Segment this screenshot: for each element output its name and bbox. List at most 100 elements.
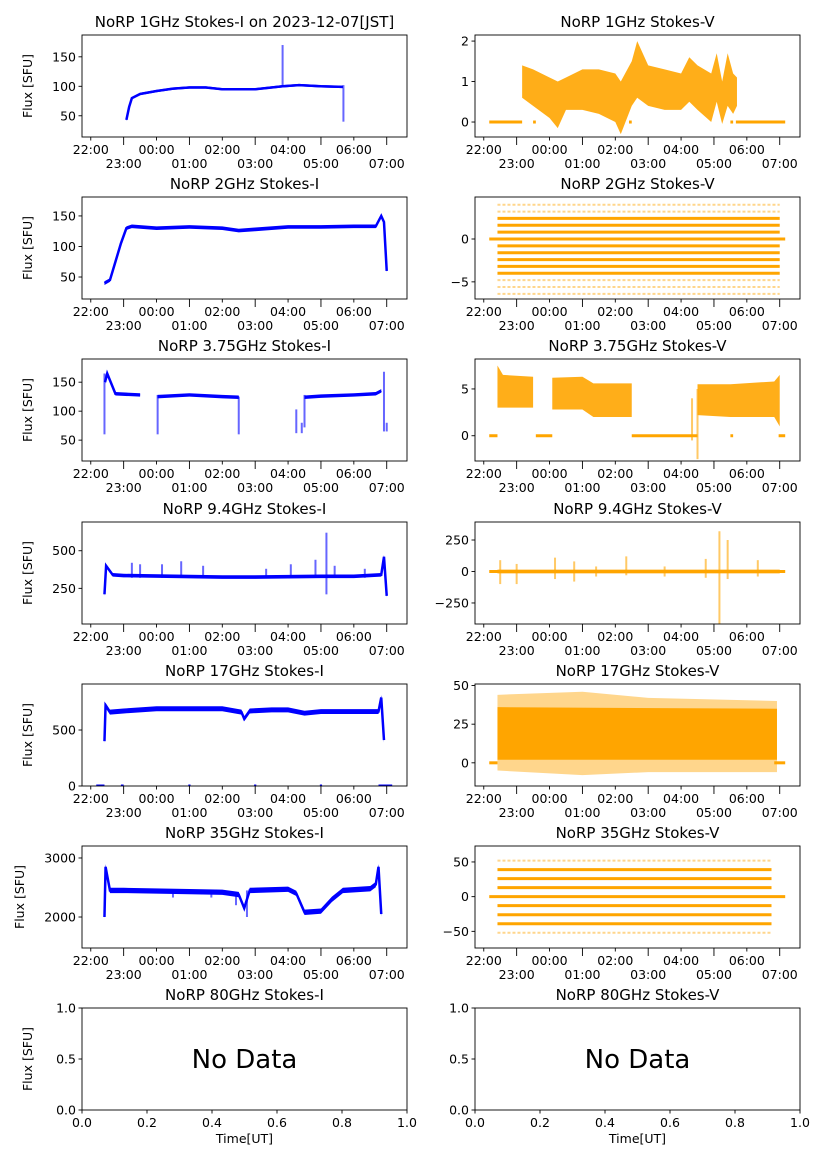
data-series-0: [103, 369, 141, 397]
x-tick-label: 03:00: [237, 318, 273, 333]
x-tick-label: 22:00: [466, 466, 502, 481]
axes-frame: [474, 521, 801, 625]
y-tick-label: −5: [451, 274, 469, 289]
x-tick-label: 0.2: [530, 1115, 550, 1130]
x-tick-label: 05:00: [303, 967, 339, 982]
x-tick-label: 00:00: [139, 466, 175, 481]
x-tick-label: 02:00: [597, 791, 633, 806]
x-tick-label: 22:00: [466, 304, 502, 319]
x-tick-label: 04:00: [270, 629, 306, 644]
subplot-title: NoRP 2GHz Stokes-I: [170, 175, 319, 193]
x-tick-label: 22:00: [466, 142, 502, 157]
x-tick-label: 05:00: [303, 318, 339, 333]
y-tick-label: 50: [60, 270, 76, 285]
x-tick-label: 1.0: [397, 1115, 417, 1130]
x-tick-label: 07:00: [762, 318, 798, 333]
y-tick-label: 500: [52, 723, 76, 738]
y-tick-label: 0: [461, 115, 469, 130]
x-tick-label: 04:00: [270, 466, 306, 481]
y-tick-label: 2000: [44, 910, 76, 925]
x-tick-label: 23:00: [499, 967, 535, 982]
axes-frame: [81, 521, 408, 625]
subplot-10: NoRP 35GHz Stokes-I 2000 3000 22:0023:0000:…: [12, 824, 408, 982]
x-tick-label: 22:00: [73, 953, 109, 968]
x-tick-label: 23:00: [106, 643, 142, 658]
y-tick-label: 1: [461, 74, 469, 89]
x-tick-label: 05:00: [696, 643, 732, 658]
subplot-title: NoRP 35GHz Stokes-V: [556, 824, 721, 842]
x-tick-label: 0.4: [595, 1115, 615, 1130]
x-tick-label: 0.4: [202, 1115, 222, 1130]
x-tick-label: 02:00: [204, 791, 240, 806]
x-tick-label: 02:00: [204, 304, 240, 319]
x-tick-label: 00:00: [139, 791, 175, 806]
y-tick-label: 500: [52, 543, 76, 558]
subplot-5: NoRP 3.75GHz Stokes-V 0 5 22:0023:0000:0001…: [461, 337, 801, 495]
no-data-label: No Data: [192, 1045, 298, 1075]
x-tick-label: 04:00: [270, 953, 306, 968]
x-tick-label: 23:00: [499, 318, 535, 333]
data-series-0: [103, 213, 388, 285]
x-tick-label: 23:00: [499, 643, 535, 658]
x-tick-label: 03:00: [237, 156, 273, 171]
subplot-11: NoRP 35GHz Stokes-V −50 0 50 22:0023:0000:00…: [443, 824, 801, 982]
y-tick-label: 1.0: [449, 1001, 469, 1016]
y-tick-label: 3000: [44, 850, 76, 865]
y-tick-label: 100: [52, 404, 76, 419]
x-tick-label: 22:00: [73, 142, 109, 157]
y-tick-label: 1.0: [56, 1001, 76, 1016]
x-tick-label: 07:00: [762, 805, 798, 820]
subplot-2: NoRP 2GHz Stokes-I 50 100 150 22:0023:0000:0…: [20, 175, 408, 333]
subplot-6: NoRP 9.4GHz Stokes-I 250 500 22:0023:0000:0…: [20, 500, 408, 658]
axes-frame: [81, 683, 408, 787]
x-tick-label: 06:00: [336, 304, 372, 319]
y-tick-label: 5: [461, 381, 469, 396]
x-tick-label: 22:00: [466, 629, 502, 644]
y-tick-label: 50: [60, 433, 76, 448]
x-tick-label: 01:00: [171, 156, 207, 171]
x-tick-label: 06:00: [336, 466, 372, 481]
x-tick-label: 06:00: [729, 791, 765, 806]
x-tick-label: 02:00: [597, 142, 633, 157]
y-tick-label: 50: [453, 854, 469, 869]
x-tick-label: 05:00: [696, 480, 732, 495]
x-tick-label: 04:00: [663, 953, 699, 968]
x-tick-label: 07:00: [762, 967, 798, 982]
y-tick-label: 0: [461, 564, 469, 579]
x-tick-label: 23:00: [106, 480, 142, 495]
x-tick-label: 01:00: [171, 643, 207, 658]
subplot-title: NoRP 17GHz Stokes-I: [165, 662, 324, 680]
x-tick-label: 02:00: [597, 953, 633, 968]
x-tick-label: 05:00: [303, 643, 339, 658]
data-series-0: [103, 866, 383, 918]
data-series-2: [304, 389, 382, 399]
x-tick-label: 03:00: [237, 967, 273, 982]
plot-area: [103, 864, 383, 920]
plot-area: [489, 41, 786, 135]
x-tick-label: 01:00: [171, 967, 207, 982]
subplot-title: NoRP 1GHz Stokes-I on 2023-12-07[JST]: [95, 13, 395, 31]
x-tick-label: 07:00: [762, 480, 798, 495]
x-tick-label: 01:00: [564, 805, 600, 820]
axes-frame: [474, 34, 801, 138]
x-tick-label: 05:00: [696, 156, 732, 171]
y-tick-label: 150: [52, 375, 76, 390]
x-tick-label: 04:00: [663, 304, 699, 319]
y-tick-label: −250: [435, 595, 469, 610]
x-tick-label: 22:00: [73, 629, 109, 644]
axes-frame: [81, 34, 408, 138]
x-tick-label: 03:00: [630, 967, 666, 982]
x-tick-label: 06:00: [729, 953, 765, 968]
x-tick-label: 07:00: [762, 643, 798, 658]
x-tick-label: 01:00: [564, 643, 600, 658]
data-core-band-0: [497, 707, 777, 760]
y-tick-label: 25: [453, 717, 469, 732]
x-tick-label: 02:00: [597, 466, 633, 481]
subplot-0: NoRP 1GHz Stokes-I on 2023-12-07[JST] 50 1…: [20, 13, 408, 171]
x-tick-label: 07:00: [762, 156, 798, 171]
axes-frame: [474, 683, 801, 787]
plot-area: [489, 859, 786, 934]
x-tick-label: 03:00: [630, 643, 666, 658]
x-tick-label: 07:00: [369, 967, 405, 982]
